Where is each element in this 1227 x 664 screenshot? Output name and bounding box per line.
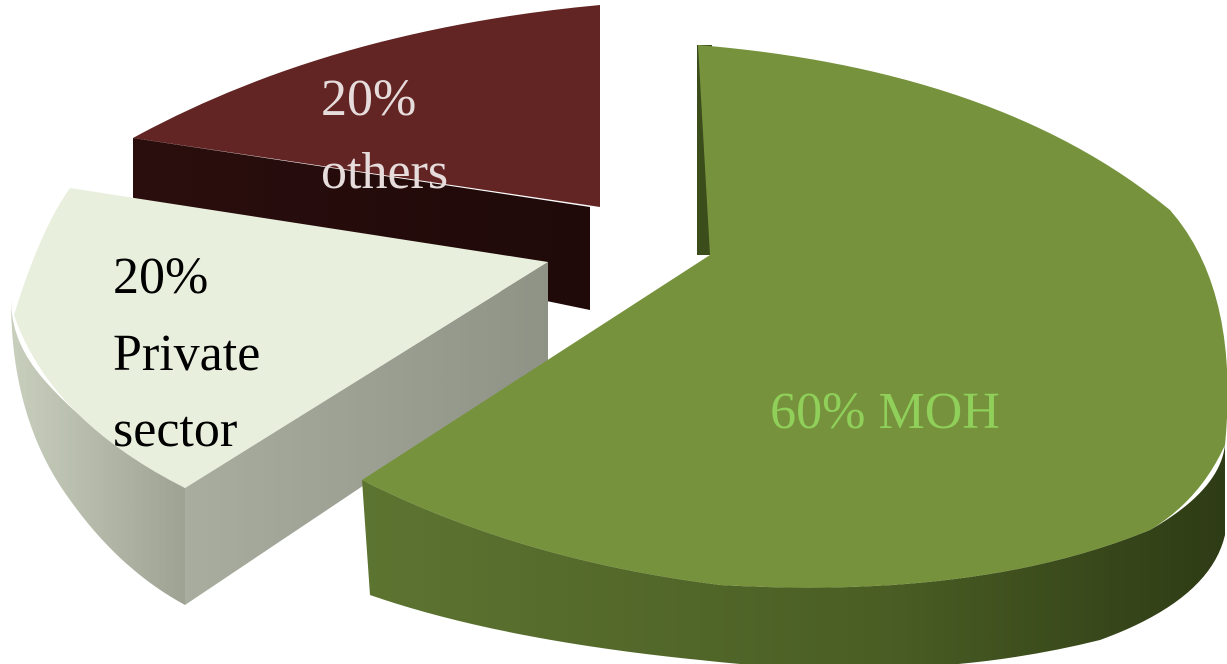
- slice-others-top: [133, 5, 600, 207]
- label-others: 20% others: [321, 70, 448, 200]
- slice-moh-side: [362, 445, 1225, 664]
- slice-private-top: [14, 188, 548, 488]
- label-moh-line-1: 60% MOH: [770, 383, 1000, 440]
- label-moh: 60% MOH: [770, 383, 1000, 440]
- slice-private-side: [11, 300, 185, 605]
- label-private-line-1: 20%: [113, 248, 208, 305]
- pie-slice-private-sector: [11, 188, 548, 605]
- label-private-line-2: Private: [113, 325, 260, 382]
- label-others-line-2: others: [321, 143, 448, 200]
- pie-slice-moh: [362, 45, 1227, 664]
- label-private-sector: 20% Private sector: [113, 248, 273, 458]
- slice-moh-top: [362, 45, 1227, 588]
- slice-private-cut: [185, 262, 548, 605]
- label-others-line-1: 20%: [321, 70, 416, 127]
- label-private-line-3: sector: [113, 401, 237, 458]
